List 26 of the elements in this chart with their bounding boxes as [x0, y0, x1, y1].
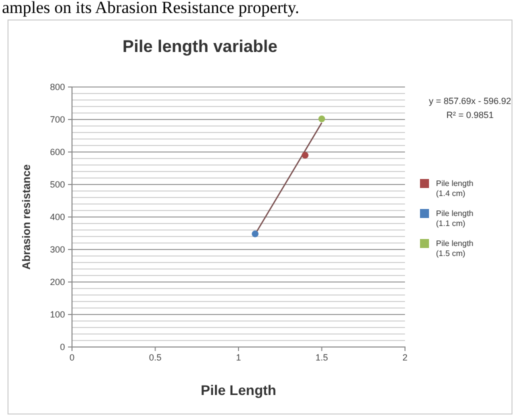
x-tick-label: 2: [402, 352, 408, 362]
x-tick-label: 0.5: [148, 352, 162, 362]
x-axis-title: Pile Length: [200, 382, 276, 398]
x-tick-label: 0: [69, 352, 75, 362]
legend-label: Pile length (1.5 cm): [436, 239, 474, 258]
y-tick-label: 800: [50, 82, 65, 92]
y-tick-label: 700: [50, 114, 65, 124]
point: [252, 230, 259, 238]
legend-label: Pile length (1.1 cm): [436, 209, 474, 228]
y-tick-label: 500: [50, 179, 65, 190]
y-tick-label: 200: [50, 276, 65, 287]
y-axis-title: Abrasion resistance: [21, 164, 33, 270]
point: [302, 152, 308, 159]
y-tick-label: 600: [50, 146, 65, 157]
x-tick-label: 1: [236, 352, 242, 362]
legend-label: Pile length (1.4 cm): [436, 179, 474, 198]
text: amples on its Abrasion Resistance property.: [2, 0, 300, 17]
x-tick-label: 1.5: [315, 352, 328, 362]
y-tick-label: 0: [60, 342, 65, 352]
point: [318, 115, 326, 122]
text: y = 857.69x - 596.92: [428, 96, 512, 106]
text: R² = 0.9851: [446, 110, 494, 120]
y-tick-label: 300: [50, 244, 65, 254]
y-tick-label: 100: [50, 309, 65, 320]
y-tick-label: 400: [50, 212, 65, 222]
chart-title: Pile length variable: [122, 37, 278, 56]
